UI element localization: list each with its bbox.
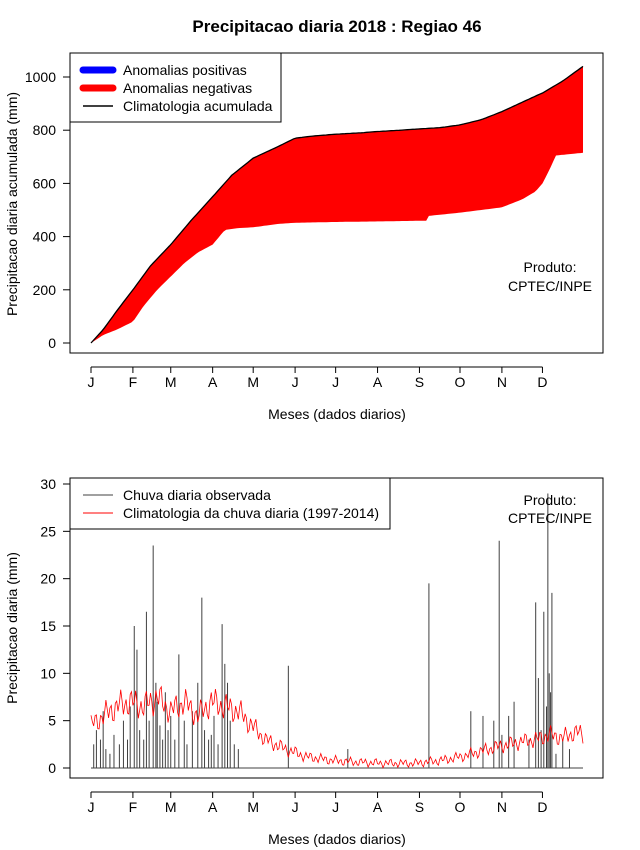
daily-x-tick-label: A — [373, 799, 383, 815]
daily-x-tick-label: J — [332, 799, 339, 815]
daily-axes: J F M A M J J A S O N D 0 5 10 15 20 25 30 — [40, 476, 547, 815]
daily-x-tick-label: D — [537, 799, 547, 815]
daily-legend-box — [69, 477, 391, 530]
accumulated-x-tick-label: D — [537, 374, 547, 390]
daily-x-tick-label: A — [208, 799, 218, 815]
legend-observed-label: Chuva diaria observada — [123, 487, 271, 503]
accumulated-x-tick-label: A — [208, 374, 218, 390]
daily-y-tick-label: 25 — [40, 523, 56, 539]
legend-climatology-label: Climatologia acumulada — [123, 98, 273, 114]
legend-negative-label: Anomalias negativas — [123, 80, 252, 96]
legend-positive-label: Anomalias positivas — [123, 62, 247, 78]
daily-x-tick-label: J — [88, 799, 95, 815]
daily-y-tick-label: 0 — [48, 760, 56, 776]
daily-y-tick-label: 15 — [40, 618, 56, 634]
daily-x-tick-label: M — [247, 799, 259, 815]
accumulated-y-tick-label: 800 — [33, 122, 57, 138]
accumulated-x-tick-label: J — [292, 374, 299, 390]
accumulated-product-label: Produto: — [524, 259, 577, 275]
accumulated-x-tick-label: S — [415, 374, 424, 390]
accumulated-y-tick-label: 400 — [33, 229, 57, 245]
daily-x-tick-label: N — [497, 799, 507, 815]
accumulated-x-tick-label: J — [332, 374, 339, 390]
accumulated-x-axis-label: Meses (dados diarios) — [268, 406, 406, 422]
accumulated-y-tick-label: 200 — [33, 282, 57, 298]
accumulated-y-tick-label: 1000 — [25, 69, 56, 85]
climatology-daily-line — [90, 685, 584, 769]
daily-y-tick-label: 20 — [40, 571, 56, 587]
page-title: Precipitacao diaria 2018 : Regiao 46 — [192, 17, 481, 36]
daily-credit-label: CPTEC/INPE — [508, 510, 592, 526]
daily-x-tick-label: J — [292, 799, 299, 815]
daily-panel: J F M A M J J A S O N D 0 5 10 15 20 25 30 Meses (dados di… — [4, 476, 604, 847]
accumulated-axes: J F M A M J J A S O N D 0 200 400 600 800 1000 — [25, 69, 548, 390]
accumulated-x-tick-label: O — [455, 374, 466, 390]
accumulated-x-tick-label: M — [247, 374, 259, 390]
daily-x-tick-label: O — [455, 799, 466, 815]
accumulated-y-tick-label: 0 — [48, 335, 56, 351]
daily-product-label: Produto: — [524, 492, 577, 508]
daily-y-tick-label: 10 — [40, 665, 56, 681]
accumulated-y-tick-label: 600 — [33, 175, 57, 191]
daily-y-tick-label: 30 — [40, 476, 56, 492]
accumulated-x-tick-label: N — [497, 374, 507, 390]
accumulated-plot-area — [90, 65, 584, 344]
accumulated-y-axis-label: Precipitacao diaria acumulada (mm) — [4, 92, 20, 316]
daily-legend: Chuva diaria observada Climatologia da c… — [69, 477, 391, 530]
daily-x-tick-label: F — [129, 799, 138, 815]
accumulated-legend: Anomalias positivas Anomalias negativas … — [69, 52, 282, 123]
accumulated-x-tick-label: F — [129, 374, 138, 390]
legend-climatology-daily-label: Climatologia da chuva diaria (1997-2014) — [123, 505, 379, 521]
accumulated-x-tick-label: A — [373, 374, 383, 390]
climatology-accumulated-line — [90, 65, 584, 344]
negative-anomaly-area — [91, 66, 583, 344]
daily-x-axis-label: Meses (dados diarios) — [268, 831, 406, 847]
daily-y-axis-label: Precipitacao diaria (mm) — [4, 552, 20, 704]
accumulated-credit-label: CPTEC/INPE — [508, 278, 592, 294]
daily-plot-area — [90, 493, 584, 769]
accumulated-x-tick-label: M — [165, 374, 177, 390]
accumulated-panel: J F M A M J J A S O N D 0 200 400 600 800 1000 Meses (dad… — [4, 52, 604, 422]
daily-x-tick-label: M — [165, 799, 177, 815]
accumulated-x-tick-label: J — [88, 374, 95, 390]
daily-x-tick-label: S — [415, 799, 424, 815]
daily-y-tick-label: 5 — [48, 713, 56, 729]
